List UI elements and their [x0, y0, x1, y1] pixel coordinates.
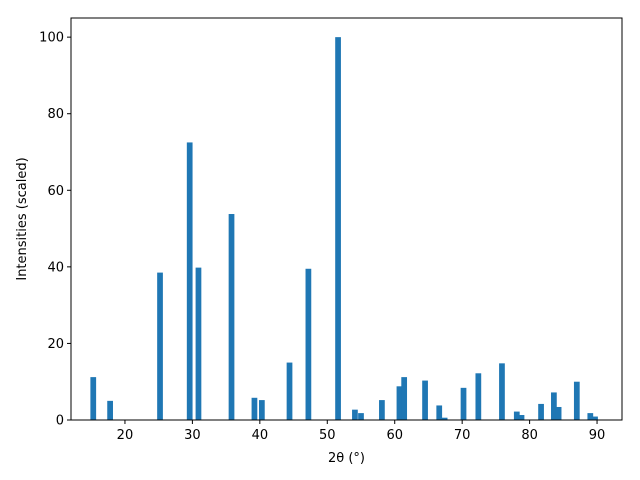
bar	[352, 409, 358, 420]
bar	[379, 400, 385, 420]
y-tick-label: 40	[47, 260, 64, 275]
bar	[251, 397, 258, 420]
bar	[396, 386, 403, 420]
bar	[475, 373, 482, 420]
x-tick-label: 20	[117, 428, 134, 443]
y-tick-label: 100	[39, 31, 64, 46]
bar	[573, 381, 580, 420]
bar	[460, 387, 467, 420]
bar	[587, 413, 594, 420]
bar	[335, 37, 341, 420]
bar	[422, 380, 428, 420]
bar	[358, 413, 364, 420]
x-axis-ticks: 20 30 40 50 60 70 80 90	[117, 420, 606, 443]
bar	[228, 214, 235, 420]
bar	[538, 403, 544, 420]
bar	[592, 416, 598, 420]
y-tick-label: 60	[47, 184, 64, 199]
x-tick-label: 80	[521, 428, 538, 443]
bar	[305, 268, 312, 420]
x-tick-label: 40	[252, 428, 269, 443]
y-axis-label: Intensities (scaled)	[15, 157, 30, 280]
bar	[513, 411, 520, 420]
bar	[518, 415, 525, 420]
bar	[195, 267, 202, 420]
bar	[286, 362, 293, 420]
bar	[555, 406, 562, 420]
bar	[186, 142, 193, 420]
x-axis-label: 2θ (°)	[328, 451, 365, 466]
bar	[436, 405, 443, 420]
bar	[401, 377, 408, 420]
plot-frame	[70, 17, 623, 421]
y-tick-label: 0	[56, 414, 64, 429]
bar	[157, 272, 163, 420]
bar	[441, 417, 448, 420]
y-axis-ticks: 0 20 40 60 80 100	[39, 31, 71, 429]
x-tick-label: 50	[319, 428, 336, 443]
x-tick-label: 30	[184, 428, 201, 443]
bar	[90, 377, 97, 420]
bars-group	[90, 37, 598, 420]
bar	[107, 400, 113, 420]
x-tick-label: 70	[454, 428, 471, 443]
bar	[258, 400, 265, 420]
bar	[499, 363, 505, 420]
x-tick-label: 90	[589, 428, 606, 443]
y-tick-label: 20	[47, 337, 64, 352]
x-tick-label: 60	[386, 428, 403, 443]
bar	[551, 392, 557, 420]
y-tick-label: 80	[47, 107, 64, 122]
